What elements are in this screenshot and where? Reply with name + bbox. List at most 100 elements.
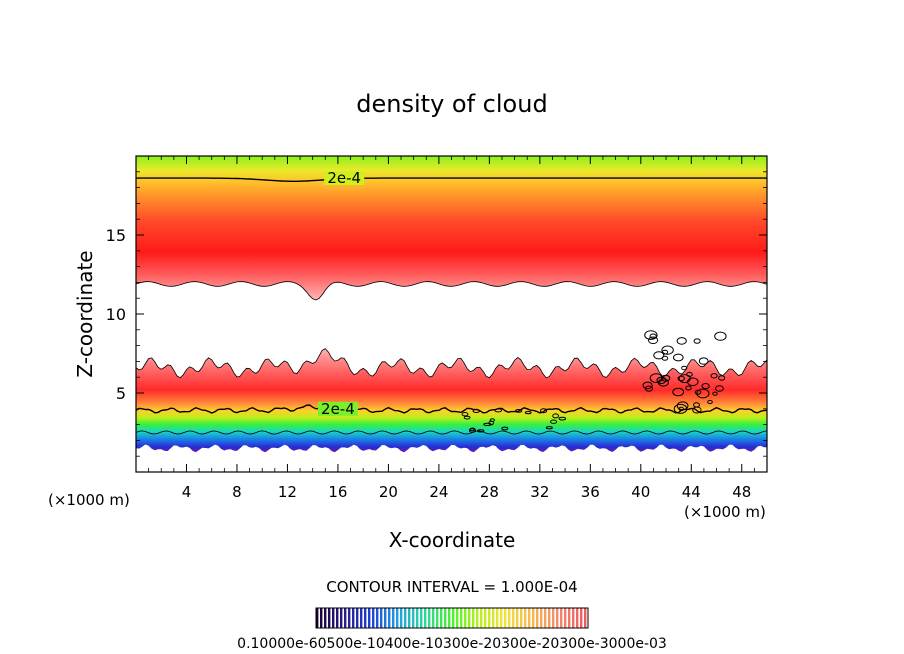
- colorbar-swatch: [492, 608, 495, 628]
- chart-title: density of cloud: [356, 90, 547, 118]
- colorbar: [316, 608, 587, 628]
- contour-noise-mark: [710, 373, 718, 379]
- colorbar-swatch: [340, 608, 343, 628]
- contour-noise-mark: [558, 416, 567, 421]
- x-tick-label: 16: [328, 483, 347, 501]
- contour-noise-mark: [701, 383, 710, 390]
- y-tick-label: 5: [116, 384, 126, 403]
- colorbar-swatch: [524, 608, 527, 628]
- x-tick-label: 24: [429, 483, 448, 501]
- colorbar-swatch: [572, 608, 575, 628]
- colorbar-swatch: [320, 608, 323, 628]
- colorbar-swatch: [404, 608, 407, 628]
- colorbar-swatch: [476, 608, 479, 628]
- colorbar-swatch: [364, 608, 367, 628]
- colorbar-swatch: [440, 608, 443, 628]
- colorbar-swatch: [424, 608, 427, 628]
- contour-noise-mark: [545, 426, 553, 430]
- colorbar-frame: [315, 607, 589, 629]
- colorbar-labels: 0.10000e-60500e-10400e-10300e-20300e-203…: [237, 636, 667, 652]
- contour-noise-mark: [712, 391, 718, 396]
- colorbar-swatch: [548, 608, 551, 628]
- contour-noise-mark: [540, 408, 548, 414]
- contour-label: 2e-4: [321, 400, 355, 418]
- contour-noise-mark: [661, 345, 674, 355]
- colorbar-swatch: [344, 608, 347, 628]
- contour-noise-mark: [715, 385, 724, 392]
- colorbar-swatch: [520, 608, 523, 628]
- colorbar-swatch: [412, 608, 415, 628]
- contour-noise-mark: [649, 373, 663, 384]
- contour-noise-mark: [673, 353, 684, 362]
- contour-line-2e-4-upper: [136, 177, 767, 182]
- colorbar-swatch: [316, 608, 319, 628]
- x-tick-label: 48: [732, 483, 751, 501]
- colorbar-swatch: [372, 608, 375, 628]
- contour-noise-mark: [678, 374, 691, 384]
- x-axis-ticks: 4 8 12 16 20 24 28 32 36 40 44 48: [148, 156, 755, 501]
- colorbar-swatch: [336, 608, 339, 628]
- contour-noise-mark: [677, 375, 685, 382]
- contour-noise-mark: [644, 330, 658, 341]
- contour-interval-label: CONTOUR INTERVAL = 1.000E-04: [326, 578, 577, 596]
- x-tick-label: 20: [379, 483, 398, 501]
- colorbar-swatch: [408, 608, 411, 628]
- colorbar-swatch: [444, 608, 447, 628]
- x-unit-left: (×1000 m): [48, 491, 130, 509]
- colorbar-swatch: [496, 608, 499, 628]
- contour-line-2e-4-lower: [136, 404, 767, 414]
- colorbar-swatch: [428, 608, 431, 628]
- contour-noise-mark: [642, 381, 653, 390]
- colorbar-swatch: [356, 608, 359, 628]
- contour-noise-mark: [653, 351, 665, 360]
- contour-noise-mark: [524, 411, 532, 415]
- colorbar-swatch: [576, 608, 579, 628]
- colorbar-swatch: [456, 608, 459, 628]
- colorbar-swatch: [324, 608, 327, 628]
- lower-cloud-layer: [136, 348, 767, 453]
- contour-noise-mark: [676, 401, 689, 411]
- colorbar-swatch: [448, 608, 451, 628]
- colorbar-swatch: [468, 608, 471, 628]
- colorbar-swatch: [420, 608, 423, 628]
- contour-noise-mark: [515, 409, 523, 413]
- contour-noise-mark: [468, 428, 476, 433]
- contour-line-upper-base: [136, 281, 767, 301]
- colorbar-swatch: [436, 608, 439, 628]
- colorbar-swatch: [532, 608, 535, 628]
- contour-line-1e-4-lower: [136, 430, 767, 435]
- x-tick-label: 36: [581, 483, 600, 501]
- x-tick-label: 28: [480, 483, 499, 501]
- y-axis-label: Z-coordinate: [73, 250, 97, 377]
- contour-noise-mark: [494, 408, 503, 413]
- contour-noise-mark: [472, 409, 481, 413]
- colorbar-swatch: [584, 608, 587, 628]
- colorbar-swatch: [352, 608, 355, 628]
- colorbar-swatch: [396, 608, 399, 628]
- contour-noise-mark: [469, 427, 476, 432]
- colorbar-swatch: [388, 608, 391, 628]
- contour-noise-mark: [488, 420, 494, 426]
- colorbar-swatch: [480, 608, 483, 628]
- colorbar-swatch: [460, 608, 463, 628]
- colorbar-swatch: [580, 608, 583, 628]
- contour-noise-mark: [550, 419, 558, 424]
- x-tick-label: 32: [530, 483, 549, 501]
- contour-labels: 2e-4 2e-4: [317, 169, 365, 418]
- x-tick-label: 40: [631, 483, 650, 501]
- x-tick-label: 8: [232, 483, 242, 501]
- contour-noise-mark: [477, 429, 485, 433]
- y-tick-label: 15: [106, 226, 126, 245]
- contour-label: 2e-4: [327, 169, 361, 187]
- colorbar-swatch: [516, 608, 519, 628]
- colorbar-swatch: [484, 608, 487, 628]
- contour-noise-mark: [461, 412, 469, 417]
- colorbar-swatch: [328, 608, 331, 628]
- colorbar-swatch: [400, 608, 403, 628]
- contour-noise-mark: [693, 338, 701, 344]
- colorbar-swatch: [368, 608, 371, 628]
- colorbar-swatch: [360, 608, 363, 628]
- colorbar-swatch: [348, 608, 351, 628]
- contour-label-background: [324, 171, 365, 186]
